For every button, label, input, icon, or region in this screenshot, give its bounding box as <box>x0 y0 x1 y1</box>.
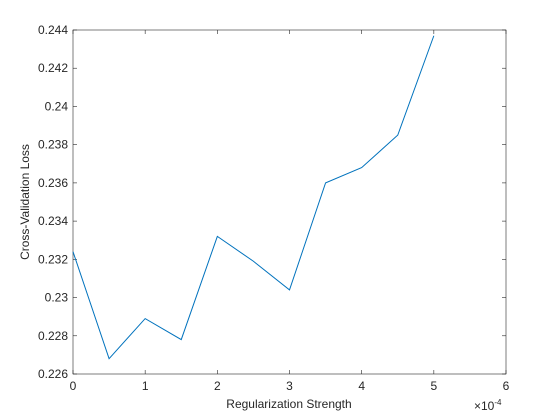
x-tick-label: 4 <box>358 379 365 393</box>
x-multiplier-base: ×10 <box>474 399 495 413</box>
x-tick-label: 1 <box>142 379 149 393</box>
x-tick-label: 2 <box>214 379 221 393</box>
x-multiplier: ×10-4 <box>474 398 502 413</box>
y-tick-label: 0.244 <box>38 23 68 37</box>
x-multiplier-exponent: -4 <box>494 398 502 407</box>
x-tick-label: 3 <box>286 379 293 393</box>
y-tick-label: 0.228 <box>38 329 68 343</box>
y-tick-label: 0.24 <box>45 99 69 113</box>
y-tick-label: 0.238 <box>38 138 68 152</box>
x-tick-label: 5 <box>430 379 437 393</box>
y-tick-label: 0.232 <box>38 252 68 266</box>
x-axis-label: Regularization Strength <box>226 397 351 411</box>
y-tick-label: 0.23 <box>45 291 69 305</box>
y-tick-label: 0.234 <box>38 214 68 228</box>
data-line <box>72 35 435 360</box>
y-tick-label: 0.242 <box>38 61 68 75</box>
x-tick-label: 6 <box>503 379 510 393</box>
y-tick-label: 0.226 <box>38 367 68 381</box>
x-tick-label: 0 <box>70 379 77 393</box>
y-tick-label: 0.236 <box>38 176 68 190</box>
plot-box <box>72 29 507 375</box>
y-axis-label: Cross-Validation Loss <box>18 144 32 260</box>
